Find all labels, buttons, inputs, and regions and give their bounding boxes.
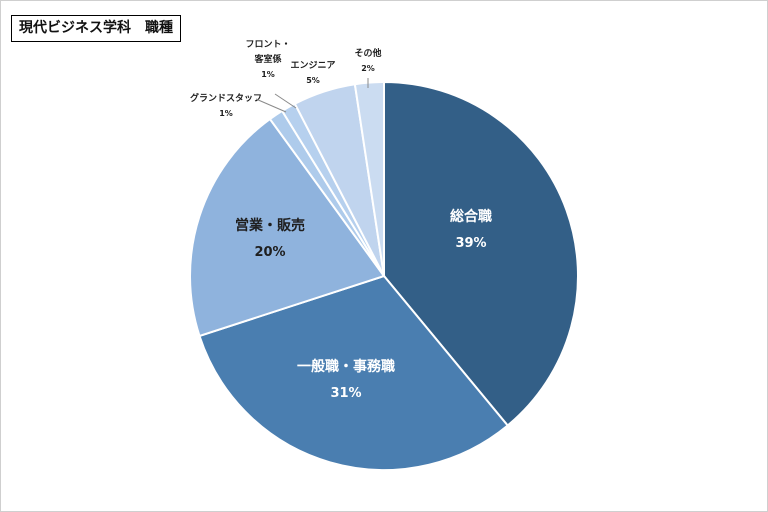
pie-slice-2 [189, 117, 386, 338]
slice-percent-0: 39% [455, 236, 486, 251]
slice-label-3: グランドスタッフ [190, 92, 262, 104]
leader-line-4 [274, 93, 297, 109]
slice-percent-5: 5% [306, 76, 320, 85]
slice-label-1: 一般職・事務職 [297, 358, 395, 375]
slice-label-4: フロント・客室係 [245, 39, 290, 65]
slice-percent-6: 2% [361, 64, 375, 73]
slice-label-0: 総合職 [450, 208, 492, 225]
slice-percent-2: 20% [254, 245, 285, 260]
pie-slice-1 [198, 274, 510, 471]
slice-label-5: エンジニア [290, 60, 335, 71]
chart-title: 現代ビジネス学科 職種 [11, 15, 181, 42]
slice-percent-4: 1% [261, 70, 275, 79]
pie-slice-0 [383, 80, 579, 427]
slice-label-2: 営業・販売 [235, 217, 305, 234]
pie-slice-6 [353, 80, 385, 277]
slice-percent-3: 1% [219, 109, 233, 118]
leader-line-3 [255, 98, 287, 113]
slice-label-6: その他 [354, 47, 381, 59]
slice-percent-1: 31% [330, 386, 361, 401]
